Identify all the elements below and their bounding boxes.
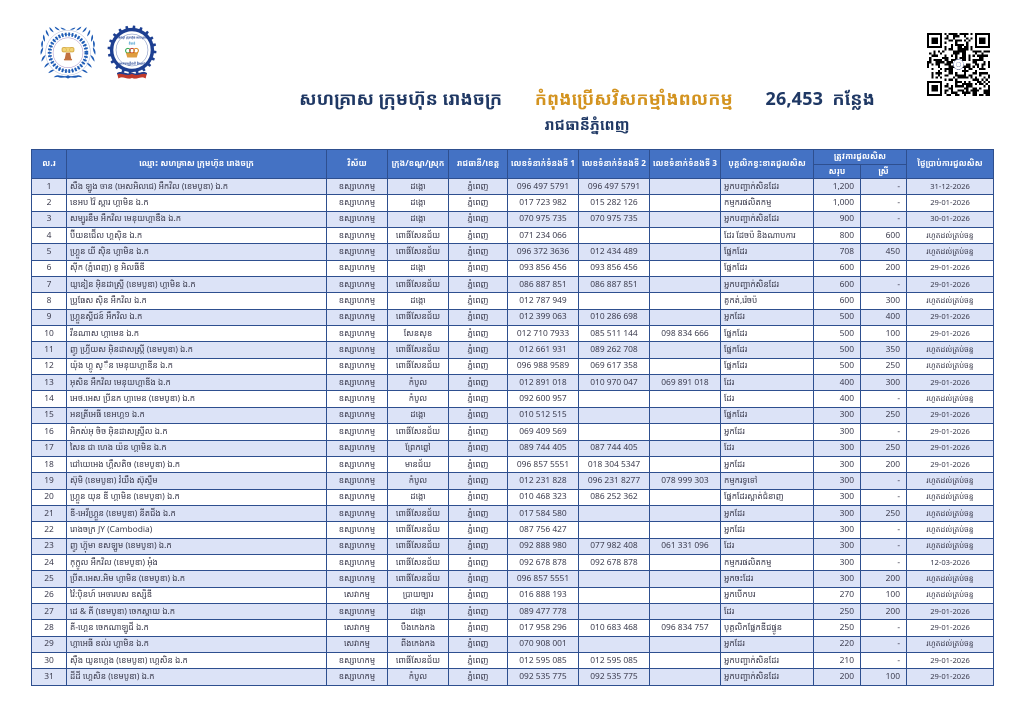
svg-text:ខិតខំ: ខិតខំ [129,41,136,46]
